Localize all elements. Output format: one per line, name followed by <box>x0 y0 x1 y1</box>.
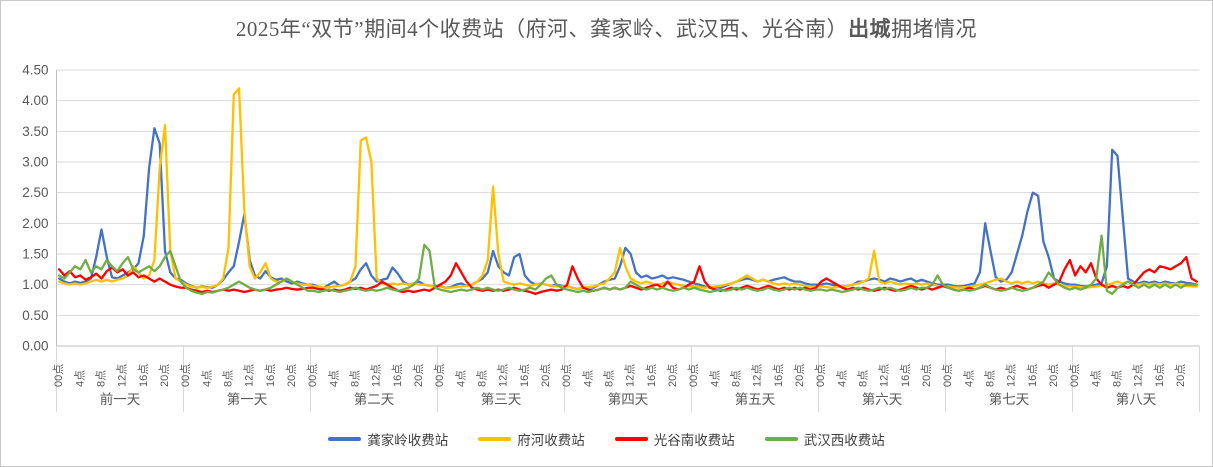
y-axis-label: 3.50 <box>22 124 48 139</box>
x-tick-label: 00点 <box>941 364 954 387</box>
x-tick-label: 20点 <box>158 364 171 387</box>
x-tick-label: 8点 <box>221 370 234 387</box>
y-axis-label: 4.00 <box>22 93 48 108</box>
x-tick-label: 12点 <box>497 364 510 387</box>
x-tick-label: 8点 <box>983 370 996 387</box>
x-tick-label: 4点 <box>962 370 975 387</box>
legend-item-3: 武汉西收费站 <box>764 429 885 449</box>
x-tick-label: 00点 <box>814 364 827 387</box>
x-tick-label: 00点 <box>560 364 573 387</box>
x-tick-label: 8点 <box>602 370 615 387</box>
legend-line-swatch <box>614 437 648 441</box>
series-line-2 <box>58 255 1198 296</box>
legend-line-swatch <box>478 437 512 441</box>
x-tick-label: 20点 <box>793 364 806 387</box>
day-label: 第六天 <box>862 391 903 407</box>
x-tick-label: 4点 <box>454 370 467 387</box>
day-label: 第八天 <box>1116 391 1157 407</box>
legend-label: 府河收费站 <box>517 433 585 448</box>
y-axis-label: 4.50 <box>22 63 48 78</box>
x-tick-label: 20点 <box>1047 364 1060 387</box>
x-tick-label: 12点 <box>116 364 129 387</box>
chart-title-bold: 出城 <box>848 17 892 41</box>
x-tick-label: 4点 <box>1089 370 1102 387</box>
x-tick-label: 4点 <box>200 370 213 387</box>
chart-legend: 龚家岭收费站 府河收费站 光谷南收费站 武汉西收费站 <box>1 429 1212 449</box>
x-tick-label: 00点 <box>687 364 700 387</box>
x-tick-label: 00点 <box>179 364 192 387</box>
x-tick-label: 12点 <box>370 364 383 387</box>
y-axis-label: 1.50 <box>22 247 48 262</box>
x-tick-label: 00点 <box>306 364 319 387</box>
day-label: 第三天 <box>481 391 522 407</box>
legend-item-1: 府河收费站 <box>478 429 585 449</box>
x-tick-label: 16点 <box>1026 364 1039 387</box>
x-tick-label: 16点 <box>137 364 150 387</box>
x-tick-label: 8点 <box>475 370 488 387</box>
x-tick-label: 20点 <box>539 364 552 387</box>
legend-line-swatch <box>328 437 362 441</box>
legend-line-swatch <box>764 437 798 441</box>
x-tick-label: 12点 <box>1005 364 1018 387</box>
x-tick-label: 12点 <box>624 364 637 387</box>
x-tick-label: 8点 <box>348 370 361 387</box>
x-tick-label: 00点 <box>1068 364 1081 387</box>
x-tick-label: 8点 <box>856 370 869 387</box>
x-tick-label: 4点 <box>73 370 86 387</box>
legend-label: 龚家岭收费站 <box>367 433 449 448</box>
x-tick-label: 20点 <box>285 364 298 387</box>
day-label: 前一天 <box>100 391 141 407</box>
x-tick-label: 20点 <box>666 364 679 387</box>
legend-label: 光谷南收费站 <box>653 433 735 448</box>
x-tick-label: 4点 <box>835 370 848 387</box>
x-tick-label: 4点 <box>708 370 721 387</box>
x-tick-label: 16点 <box>1153 364 1166 387</box>
y-axis-label: 3.00 <box>22 155 48 170</box>
x-tick-label: 16点 <box>645 364 658 387</box>
chart-title: 2025年“双节”期间4个收费站（府河、龚家岭、武汉西、光谷南）出城拥堵情况 <box>1 13 1212 43</box>
x-tick-label: 8点 <box>94 370 107 387</box>
y-axis-label: 1.00 <box>22 277 48 292</box>
legend-item-0: 龚家岭收费站 <box>328 429 448 449</box>
y-axis-label: 0.50 <box>22 308 48 323</box>
series-line-1 <box>58 87 1198 291</box>
x-tick-label: 12点 <box>751 364 764 387</box>
x-tick-label: 8点 <box>729 370 742 387</box>
x-tick-label: 20点 <box>412 364 425 387</box>
x-tick-label: 16点 <box>772 364 785 387</box>
day-label: 第七天 <box>989 391 1030 407</box>
chart-title-suffix: 拥堵情况 <box>891 17 978 41</box>
day-label: 第五天 <box>735 391 776 407</box>
x-tick-label: 20点 <box>1174 364 1187 387</box>
x-tick-label: 16点 <box>899 364 912 387</box>
x-tick-label: 20点 <box>920 364 933 387</box>
y-axis-label: 2.50 <box>22 185 48 200</box>
x-tick-label: 16点 <box>391 364 404 387</box>
x-tick-label: 12点 <box>878 364 891 387</box>
y-axis-label: 2.00 <box>22 216 48 231</box>
day-label: 第二天 <box>354 391 395 407</box>
legend-item-2: 光谷南收费站 <box>614 429 735 449</box>
x-tick-label: 12点 <box>1132 364 1145 387</box>
day-label: 第一天 <box>227 391 268 407</box>
x-tick-label: 00点 <box>433 364 446 387</box>
x-tick-label: 8点 <box>1110 370 1123 387</box>
legend-label: 武汉西收费站 <box>803 433 885 448</box>
series-line-3 <box>58 234 1198 296</box>
chart-title-prefix: 2025年“双节”期间4个收费站（府河、龚家岭、武汉西、光谷南） <box>235 17 849 41</box>
day-label: 第四天 <box>608 391 649 407</box>
x-tick-label: 4点 <box>327 370 340 387</box>
x-tick-label: 16点 <box>264 364 277 387</box>
y-axis-label: 0.00 <box>22 339 48 354</box>
x-tick-label: 4点 <box>581 370 594 387</box>
x-tick-label: 16点 <box>518 364 531 387</box>
x-tick-label: 00点 <box>52 364 65 387</box>
x-tick-label: 12点 <box>243 364 256 387</box>
